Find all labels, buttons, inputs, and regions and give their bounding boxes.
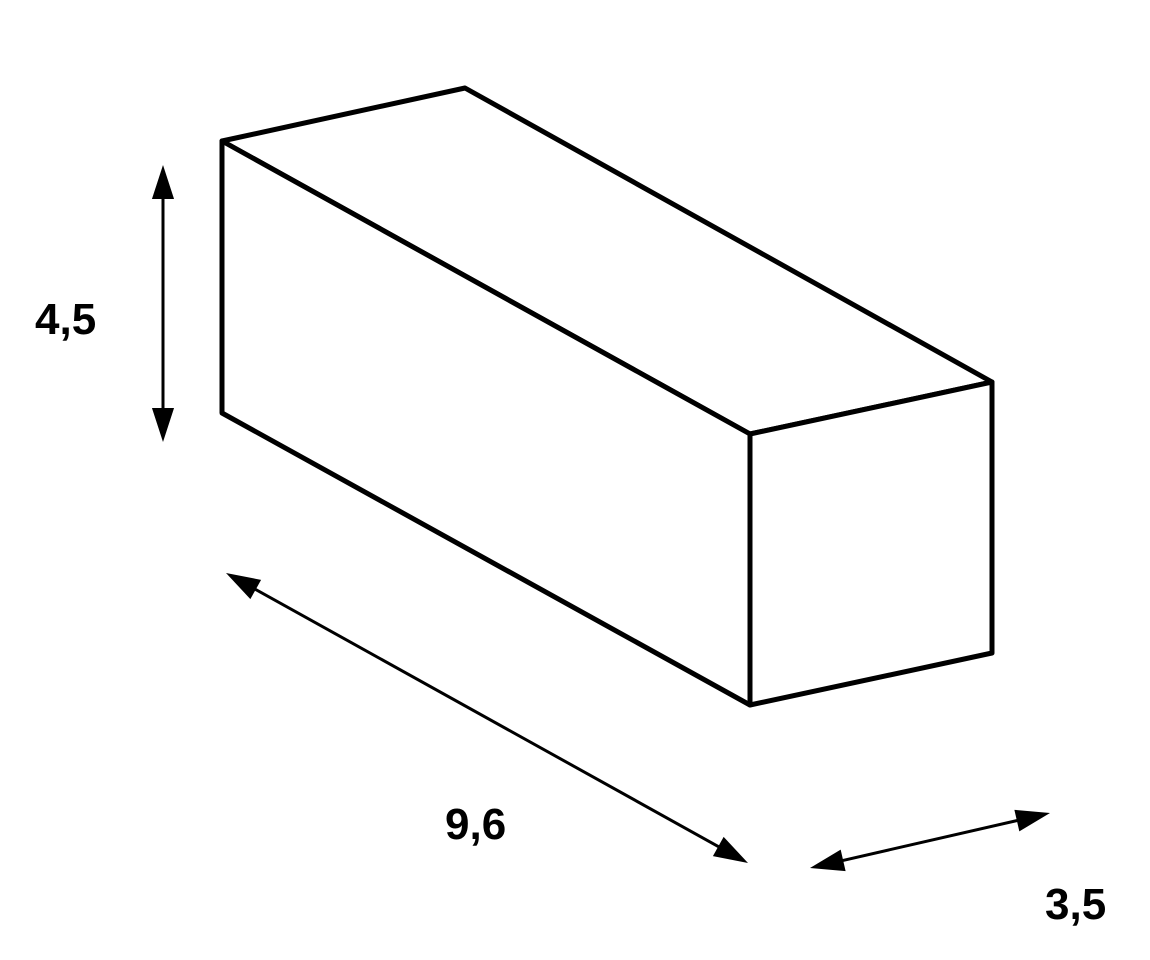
- dimension-depth-label: 3,5: [1045, 880, 1106, 930]
- dimension-height-label: 4,5: [35, 295, 96, 345]
- dimension-length-label: 9,6: [445, 800, 506, 850]
- box-diagram: [0, 0, 1150, 960]
